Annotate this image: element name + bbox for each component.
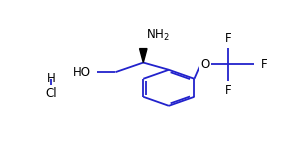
Text: NH$_2$: NH$_2$ <box>146 28 170 43</box>
Text: F: F <box>261 58 267 71</box>
Text: F: F <box>225 32 232 45</box>
Text: H: H <box>47 72 56 85</box>
Polygon shape <box>140 49 147 63</box>
Text: HO: HO <box>73 66 91 79</box>
Text: Cl: Cl <box>46 87 57 100</box>
Text: O: O <box>200 58 209 71</box>
Text: F: F <box>225 84 232 97</box>
